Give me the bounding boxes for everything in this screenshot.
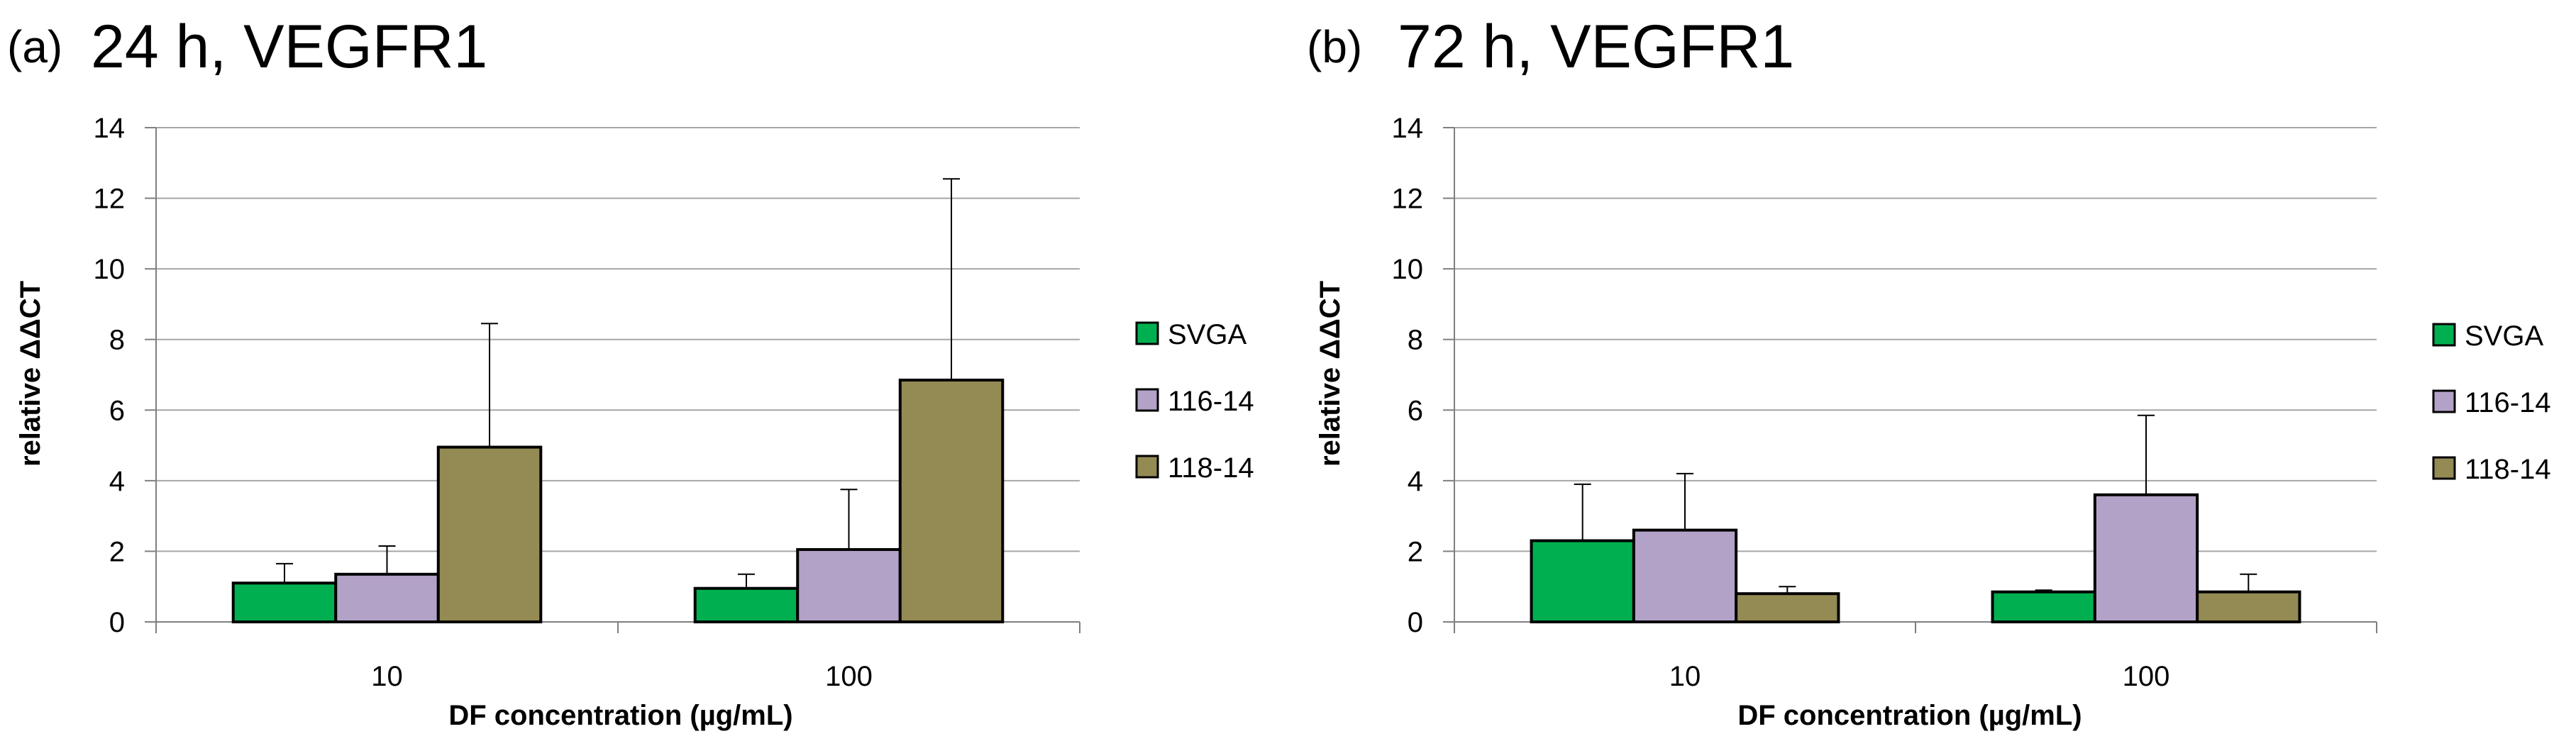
panel-b: (b) 72 h, VEGFR1 0 2 4 6 8 10 12 14 10 100 relati…: [1307, 13, 2551, 731]
panel-a: (a) 24 h, VEGFR1 0 2 4 6 8 10 12 14 10 100 relati…: [7, 13, 1254, 731]
bar-118-14-10: [1735, 592, 1840, 624]
legend-label-svga: SVGA: [1168, 319, 1246, 350]
y-tick-label: 12: [94, 184, 126, 215]
bar-116-14-10: [334, 572, 440, 624]
y-tick-label: 8: [1408, 325, 1423, 356]
panel-b-xlabel: DF concentration (µg/mL): [1737, 700, 2082, 731]
y-tick-label: 14: [94, 113, 126, 144]
legend-swatch-svga: [2432, 323, 2456, 347]
x-tick-label: 10: [371, 661, 403, 692]
legend-swatch-118-14: [1135, 455, 1159, 479]
y-tick-label: 2: [1408, 536, 1423, 567]
legend-label-118-14: 118-14: [2465, 454, 2551, 485]
x-tick-label: 100: [2123, 661, 2170, 692]
panel-a-letter: (a): [7, 21, 62, 72]
panel-a-xlabel: DF concentration (µg/mL): [448, 700, 792, 731]
bar-118-14-100: [898, 378, 1005, 623]
panel-a-title: 24 h, VEGFR1: [91, 13, 487, 81]
y-tick-label: 12: [1392, 184, 1424, 215]
bar-118-14-100: [2196, 590, 2301, 623]
bar-svga-100: [693, 586, 800, 623]
bar-116-14-100: [2093, 493, 2199, 623]
panel-a-legend: SVGA 116-14 118-14: [1135, 319, 1254, 484]
y-tick-label: 0: [1408, 607, 1423, 638]
y-tick-label: 8: [109, 325, 125, 356]
x-tick-label: 10: [1669, 661, 1701, 692]
legend-label-116-14: 116-14: [2465, 387, 2551, 418]
legend-label-116-14: 116-14: [1168, 386, 1254, 417]
panel-b-legend: SVGA 116-14 118-14: [2432, 321, 2551, 485]
y-tick-label: 10: [1392, 254, 1424, 285]
y-tick-label: 0: [109, 607, 125, 638]
legend-label-svga: SVGA: [2465, 321, 2543, 352]
y-tick-label: 6: [1408, 395, 1423, 426]
panel-b-title: 72 h, VEGFR1: [1398, 13, 1794, 81]
panel-b-ylabel: relative ΔΔCT: [1315, 281, 1346, 467]
panel-a-ylabel: relative ΔΔCT: [15, 281, 46, 467]
panel-a-plot: 0 2 4 6 8 10 12 14 10 100: [94, 113, 1080, 692]
x-tick-label: 100: [825, 661, 873, 692]
legend-label-118-14: 118-14: [1168, 452, 1254, 484]
bar-116-14-10: [1632, 528, 1738, 623]
y-tick-label: 14: [1392, 113, 1424, 144]
bar-svga-10: [1530, 539, 1635, 623]
y-tick-label: 4: [109, 466, 125, 497]
y-tick-label: 6: [109, 395, 125, 426]
legend-swatch-118-14: [2432, 456, 2456, 480]
bar-svga-10: [231, 581, 338, 624]
panel-b-plot: 0 2 4 6 8 10 12 14 10 100: [1392, 113, 2377, 692]
bar-svga-100: [1991, 590, 2096, 623]
bar-118-14-10: [436, 445, 543, 624]
legend-swatch-116-14: [2432, 389, 2456, 413]
panel-b-letter: (b): [1307, 21, 1362, 72]
y-tick-label: 10: [94, 254, 126, 285]
legend-swatch-116-14: [1135, 388, 1159, 412]
y-tick-label: 4: [1408, 466, 1423, 497]
legend-swatch-svga: [1135, 321, 1159, 345]
bar-116-14-100: [796, 547, 902, 623]
y-tick-label: 2: [109, 536, 125, 567]
